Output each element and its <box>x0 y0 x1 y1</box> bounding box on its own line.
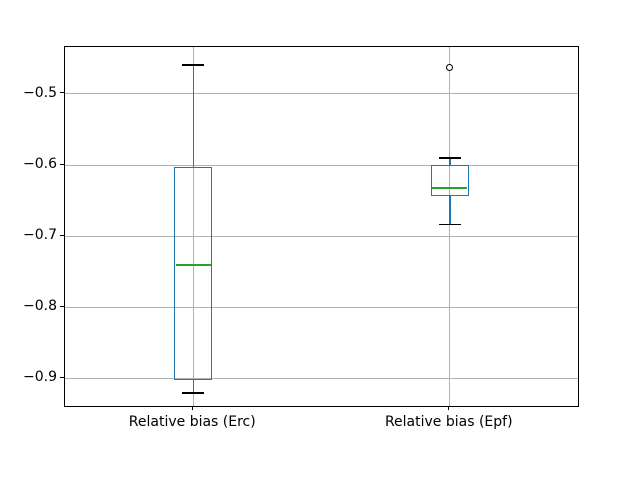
median-line <box>175 264 211 266</box>
y-tick-label: −0.9 <box>23 369 57 386</box>
median-line <box>432 187 468 189</box>
whisker-upper-line <box>192 64 194 168</box>
y-tick-label: −0.6 <box>23 156 57 172</box>
y-gridline <box>65 306 578 308</box>
x-tick-mark <box>191 406 193 410</box>
whisker-lower-line <box>449 196 451 225</box>
y-tick-mark <box>60 305 64 307</box>
whisker-cap-lower <box>182 392 205 394</box>
whisker-upper-line <box>449 157 451 165</box>
y-gridline <box>65 164 578 166</box>
x-tick-label: Relative bias (Erc) <box>128 414 256 430</box>
y-tick-mark <box>60 234 64 236</box>
plot-inner <box>65 47 578 406</box>
y-gridline <box>65 377 578 379</box>
y-tick-label: −0.7 <box>23 227 57 244</box>
x-tick-label: Relative bias (Epf) <box>384 414 513 430</box>
x-gridline <box>192 47 194 406</box>
box-rect <box>174 167 213 381</box>
y-tick-label: −0.8 <box>23 298 57 315</box>
y-tick-label: −0.5 <box>23 84 57 101</box>
y-tick-mark <box>60 163 64 165</box>
flier-marker <box>446 64 454 72</box>
box-rect <box>430 165 469 197</box>
whisker-cap-upper <box>438 157 461 159</box>
whisker-cap-lower <box>438 223 461 226</box>
whisker-cap-upper <box>182 64 205 66</box>
y-tick-mark <box>60 92 64 94</box>
y-tick-mark <box>60 376 64 378</box>
x-gridline <box>449 47 451 406</box>
y-gridline <box>65 235 578 237</box>
x-tick-mark <box>448 406 450 410</box>
whisker-lower-line <box>192 380 194 394</box>
plot-area <box>64 46 579 407</box>
y-gridline <box>65 93 578 95</box>
